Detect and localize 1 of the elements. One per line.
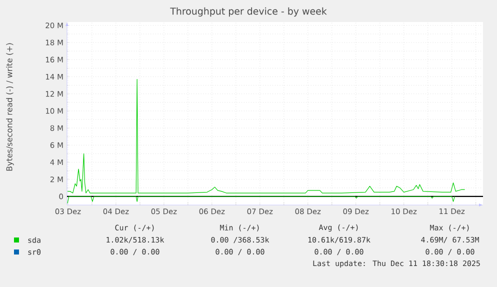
chart-title: Throughput per device - by week [170, 7, 327, 17]
